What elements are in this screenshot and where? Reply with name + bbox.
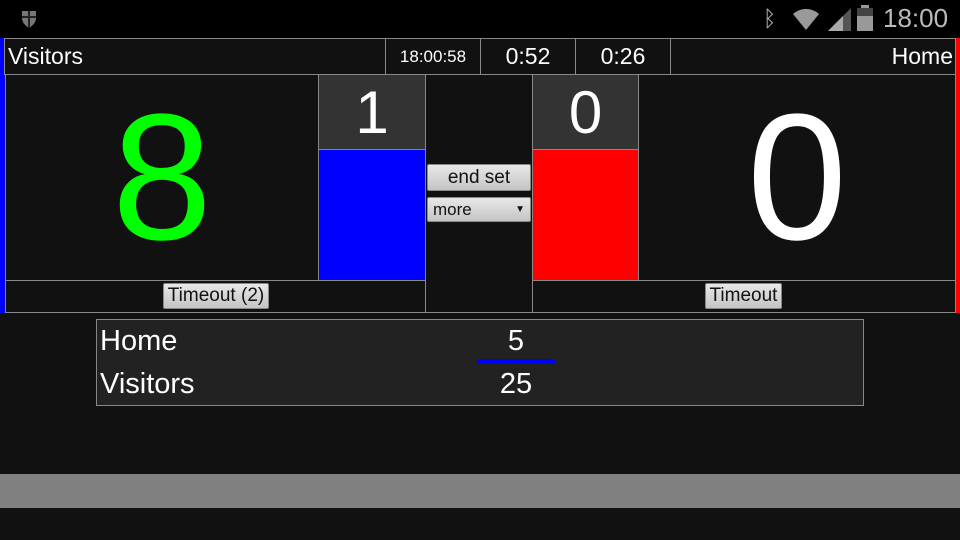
table-row-team: Home — [100, 325, 178, 357]
more-label: more — [433, 199, 472, 219]
wifi-icon — [793, 8, 819, 30]
visitors-color-strip — [0, 38, 5, 313]
center-panel — [425, 74, 533, 313]
clock: 18:00:58 — [385, 38, 481, 75]
bluetooth-icon: ᛒ — [763, 6, 777, 31]
battery-icon — [857, 5, 873, 31]
more-select[interactable]: more ▼ — [427, 197, 531, 222]
bottom-bar — [0, 474, 960, 508]
home-timeout-button[interactable]: Timeout — [705, 283, 782, 309]
end-set-button[interactable]: end set — [427, 164, 531, 191]
home-sets[interactable]: 0 — [532, 74, 639, 150]
set-score-table: Home 5 Visitors 25 — [96, 319, 864, 406]
timer-1[interactable]: 0:52 — [480, 38, 576, 75]
table-row-score: 25 — [499, 368, 533, 400]
status-bar: ᛒ 18:00 — [0, 0, 960, 38]
table-row-score: 5 — [477, 323, 555, 364]
visitors-timeout-button[interactable]: Timeout (2) — [163, 283, 269, 309]
visitors-score[interactable]: 8 — [5, 74, 319, 281]
home-serve-indicator[interactable] — [532, 149, 639, 281]
visitors-sets[interactable]: 1 — [318, 74, 426, 150]
dropdown-arrow-icon: ▼ — [515, 204, 525, 215]
visitors-name[interactable]: Visitors — [4, 38, 386, 75]
signal-icon — [828, 8, 851, 31]
shield-icon — [22, 11, 36, 28]
table-row-team: Visitors — [100, 368, 195, 400]
home-score[interactable]: 0 — [638, 74, 956, 281]
home-color-strip — [955, 38, 960, 313]
timer-2[interactable]: 0:26 — [575, 38, 671, 75]
visitors-serve-indicator[interactable] — [318, 149, 426, 281]
home-name[interactable]: Home — [670, 38, 956, 75]
status-time: 18:00 — [883, 3, 949, 33]
